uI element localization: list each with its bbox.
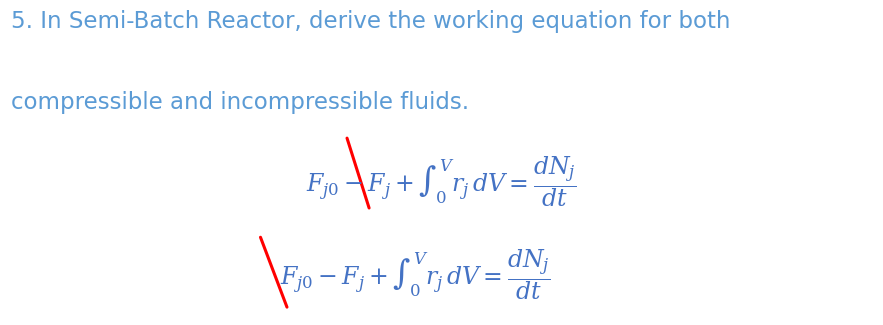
Text: compressible and incompressible fluids.: compressible and incompressible fluids. <box>11 91 469 114</box>
Text: 5. In Semi-Batch Reactor, derive the working equation for both: 5. In Semi-Batch Reactor, derive the wor… <box>11 10 730 33</box>
Text: $F_{j0} - F_j + \int_0^V r_j\,dV = \dfrac{dN_j}{dt}$: $F_{j0} - F_j + \int_0^V r_j\,dV = \dfra… <box>280 247 550 302</box>
Text: $F_{j0} - F_j + \int_0^V r_j\,dV = \dfrac{dN_j}{dt}$: $F_{j0} - F_j + \int_0^V r_j\,dV = \dfra… <box>306 155 577 209</box>
